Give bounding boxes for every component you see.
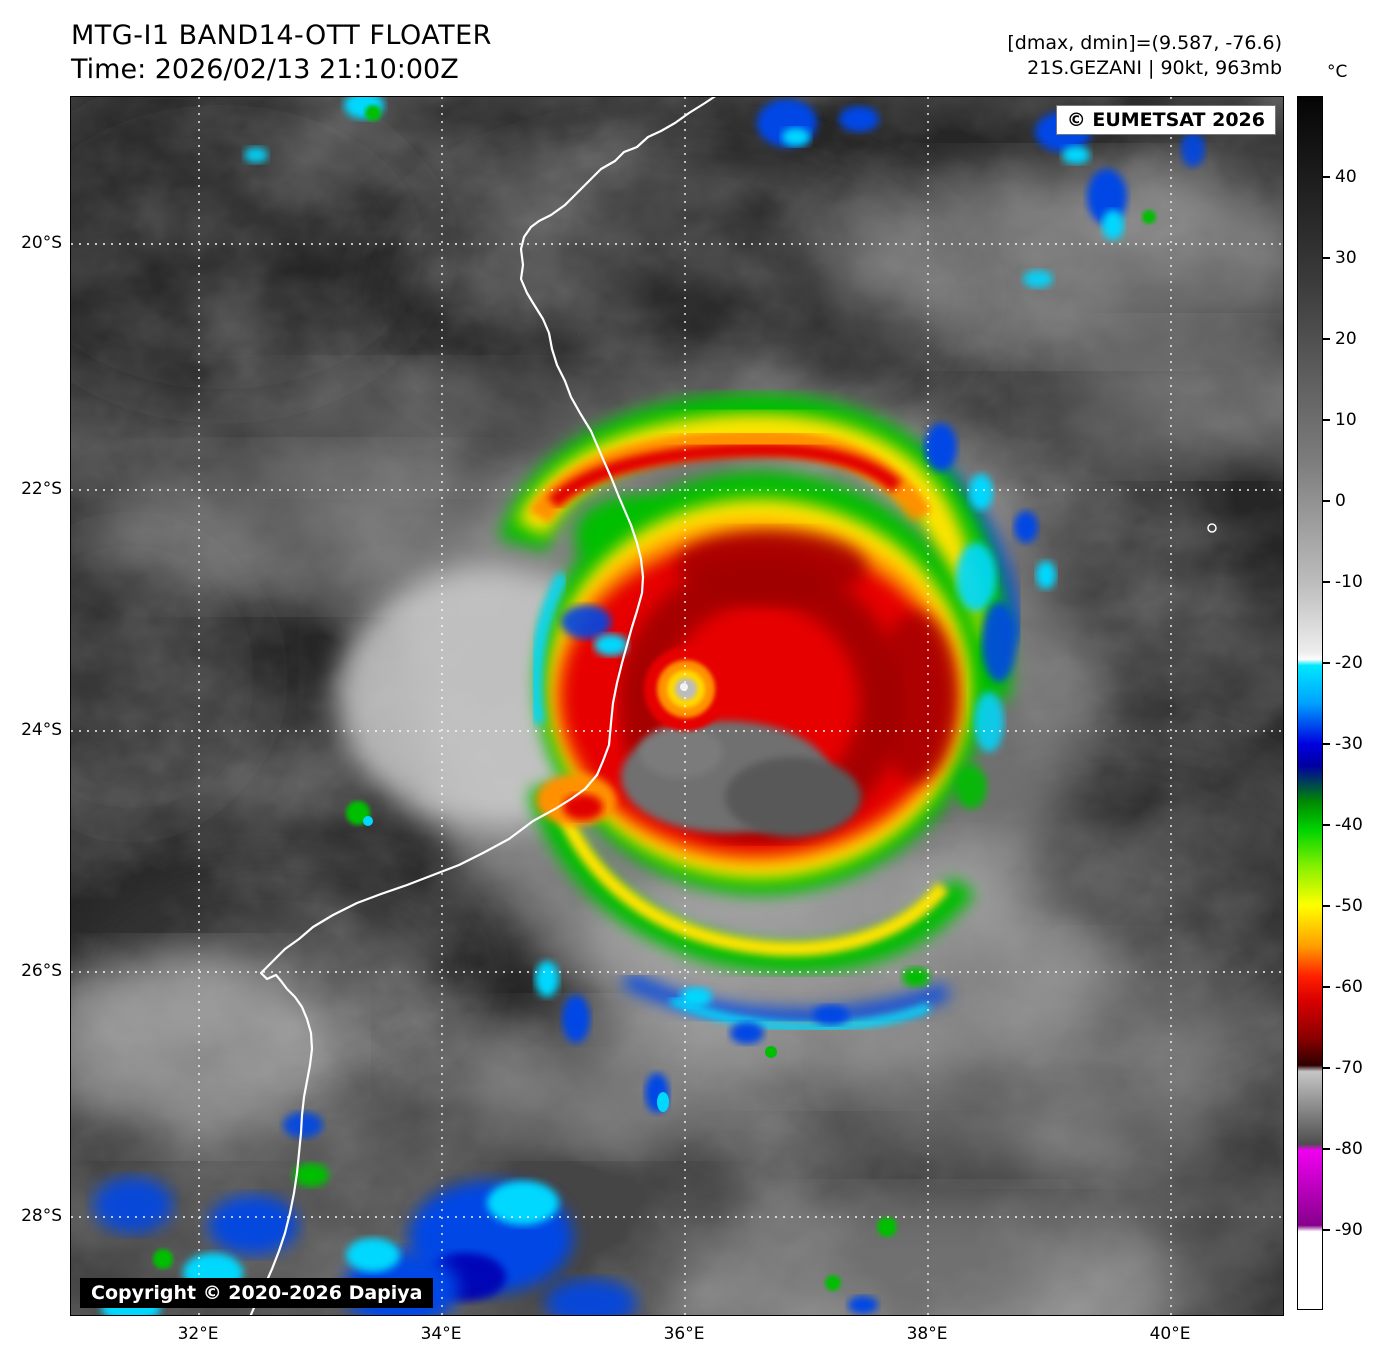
temperature-colorbar	[1297, 96, 1323, 1310]
tick-mark	[1323, 1067, 1330, 1069]
tick-mark	[1323, 581, 1330, 583]
southern-rainband	[527, 774, 976, 1032]
lon-tick-label: 38°E	[906, 1324, 948, 1344]
tick-mark	[1323, 986, 1330, 988]
timestamp-label: Time: 2026/02/13 21:10:00Z	[71, 54, 459, 85]
cyclone-core	[530, 471, 1016, 895]
readouts-block: [dmax, dmin]=(9.587, -76.6) 21S.GEZANI |…	[1007, 31, 1282, 81]
lat-tick-label: 24°S	[21, 720, 62, 740]
tick-mark	[1323, 1148, 1330, 1150]
lat-tick-label: 26°S	[21, 961, 62, 981]
colorbar-tick: 10	[1323, 410, 1357, 430]
tick-mark	[1323, 257, 1330, 259]
page-title: MTG-I1 BAND14-OTT FLOATER	[71, 20, 492, 51]
colorbar-tick: -80	[1323, 1139, 1363, 1159]
tick-mark	[1323, 905, 1330, 907]
colorbar-tick: -10	[1323, 572, 1363, 592]
tick-mark	[1323, 1229, 1330, 1231]
range-readout: [dmax, dmin]=(9.587, -76.6)	[1007, 32, 1282, 54]
colorbar-tick: -50	[1323, 896, 1363, 916]
tick-mark	[1323, 662, 1330, 664]
tick-mark	[1323, 824, 1330, 826]
lat-tick-label: 22°S	[21, 479, 62, 499]
tick-mark	[1323, 743, 1330, 745]
lon-tick-label: 36°E	[663, 1324, 705, 1344]
provider-badge: © EUMETSAT 2026	[1055, 105, 1276, 135]
lat-tick-label: 20°S	[21, 233, 62, 253]
colorbar-tick: 0	[1323, 491, 1346, 511]
lon-tick-label: 32°E	[177, 1324, 219, 1344]
satellite-image-canvas	[71, 97, 1283, 1315]
colorbar-unit-label: °C	[1327, 62, 1348, 82]
scattered-convection	[244, 97, 1205, 1314]
tick-mark	[1323, 176, 1330, 178]
storm-readout: 21S.GEZANI | 90kt, 963mb	[1027, 57, 1282, 79]
colorbar-tick: -20	[1323, 653, 1363, 673]
colorbar-tick: -90	[1323, 1220, 1363, 1240]
coastline	[249, 97, 716, 1315]
copyright-badge: Copyright © 2020-2026 Dapiya	[80, 1278, 434, 1308]
colorbar-tick: 40	[1323, 167, 1357, 187]
colorbar-tick: -30	[1323, 734, 1363, 754]
island-marker	[1207, 523, 1217, 533]
lon-tick-label: 40°E	[1149, 1324, 1191, 1344]
tick-mark	[1323, 419, 1330, 421]
satellite-map: © EUMETSAT 2026 Copyright © 2020-2026 Da…	[70, 96, 1284, 1316]
colorbar-tick: 30	[1323, 248, 1357, 268]
lat-tick-label: 28°S	[21, 1206, 62, 1226]
grid-lines	[71, 97, 1283, 1315]
tick-mark	[1323, 338, 1330, 340]
colorbar-tick: -60	[1323, 977, 1363, 997]
tick-mark	[1323, 500, 1330, 502]
colorbar-tick: 20	[1323, 329, 1357, 349]
colorbar-tick: -70	[1323, 1058, 1363, 1078]
colorbar-tick: -40	[1323, 815, 1363, 835]
lon-tick-label: 34°E	[420, 1324, 462, 1344]
